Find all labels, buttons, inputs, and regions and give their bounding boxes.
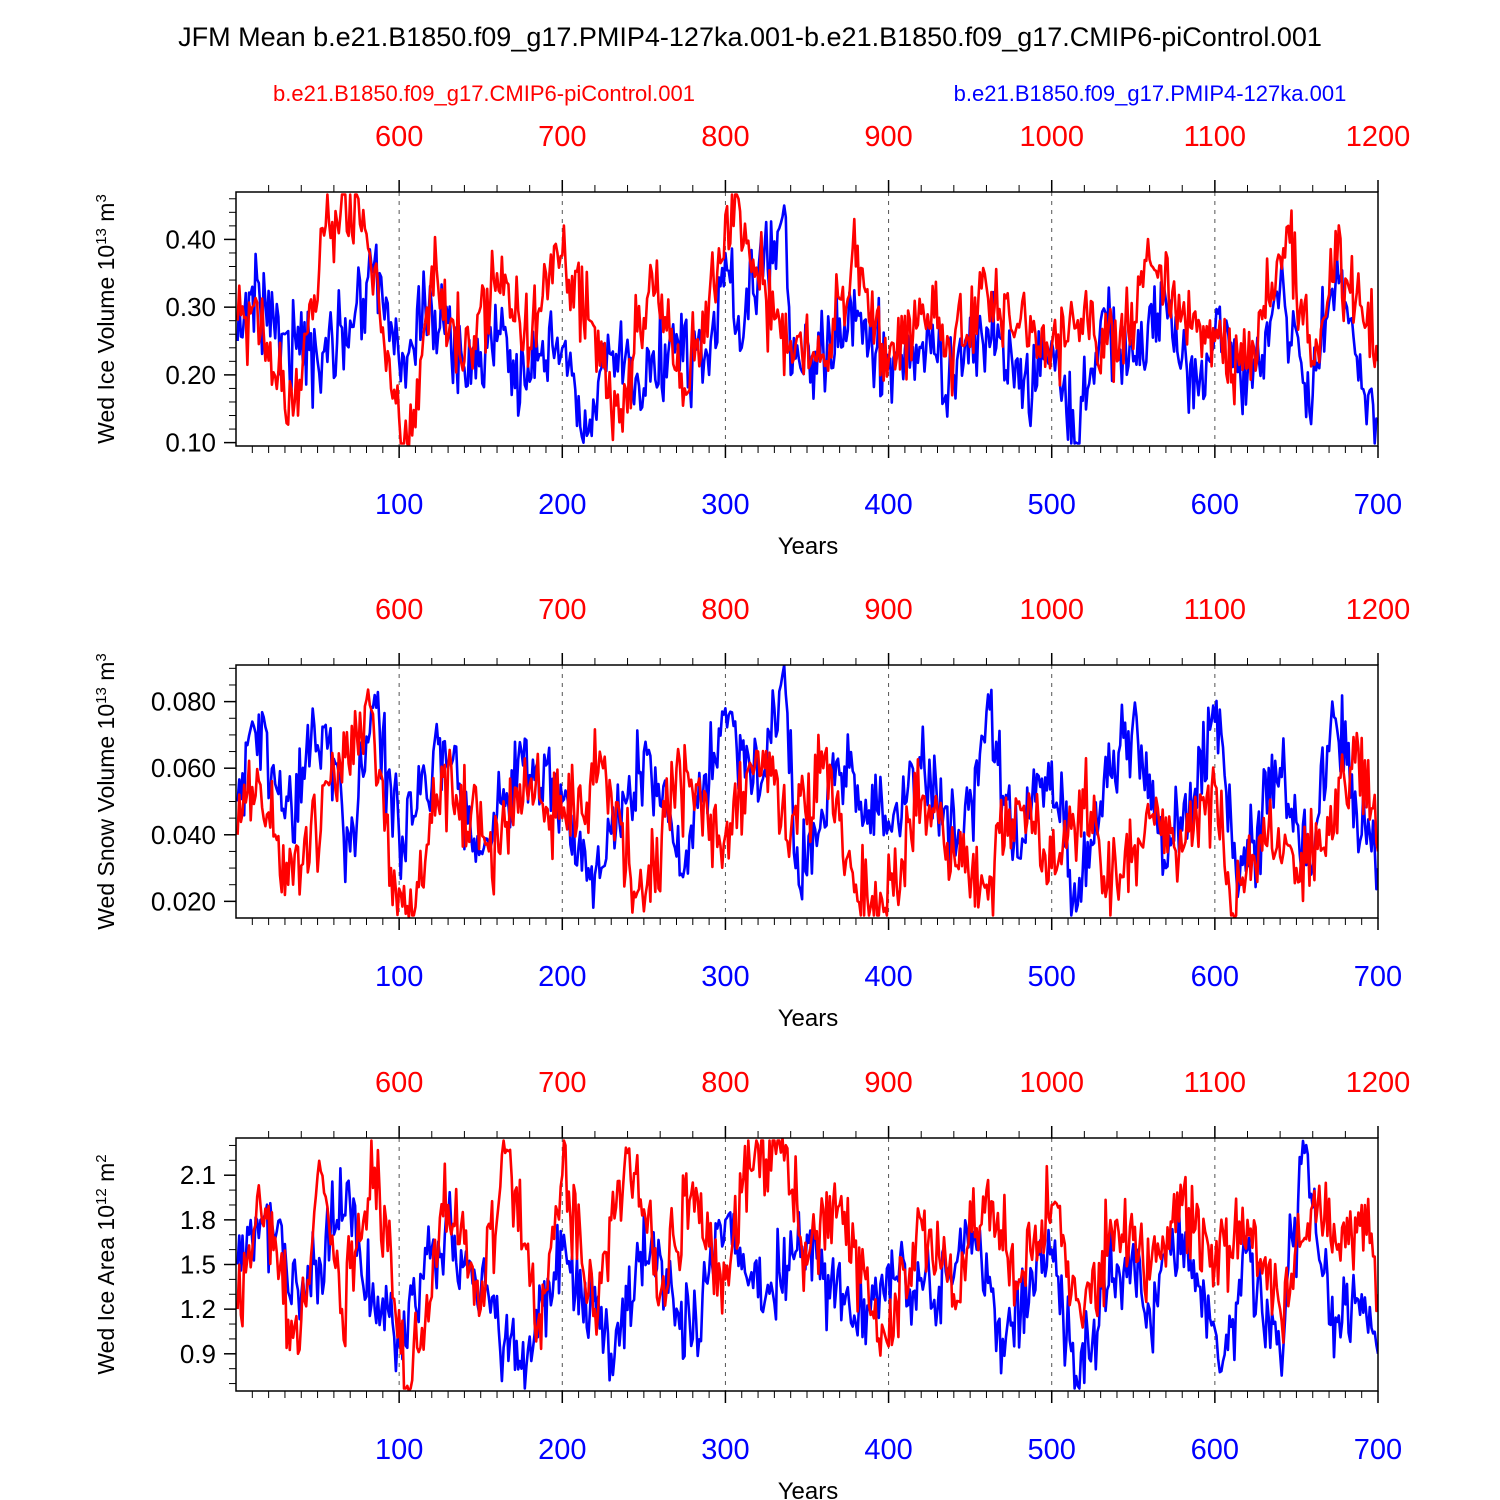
y-tick-label: 0.040 bbox=[151, 820, 216, 850]
x-tick-label-top: 900 bbox=[864, 1067, 912, 1099]
x-axis-bottom: 100 200 300 400 500 600 700 Years bbox=[251, 1391, 1402, 1500]
series-line-red bbox=[236, 688, 1378, 918]
x-axis-label: Years bbox=[778, 1005, 839, 1032]
y-tick-label: 0.060 bbox=[151, 753, 216, 783]
x-tick-label-bottom: 300 bbox=[701, 1434, 749, 1466]
x-axis-top: 600 700 800 900 1000 1100 1200 bbox=[268, 594, 1411, 665]
y-tick-label: 2.1 bbox=[180, 1160, 216, 1190]
x-tick-label-bottom: 500 bbox=[1028, 961, 1076, 993]
y-tick-label: 0.10 bbox=[165, 428, 216, 458]
panels: 0.10 0.20 0.30 0.40 100 200 300 400 500 600 700 Yea… bbox=[93, 121, 1411, 1500]
y-axis: 0.9 1.2 1.5 1.8 2.1 bbox=[180, 1144, 236, 1385]
x-axis-bottom: 100 200 300 400 500 600 700 Years bbox=[251, 918, 1402, 1032]
x-tick-label-top: 600 bbox=[375, 121, 423, 153]
x-tick-label-bottom: 500 bbox=[1028, 489, 1076, 521]
series-line-red bbox=[236, 193, 1378, 446]
y-tick-label: 1.8 bbox=[180, 1205, 216, 1235]
x-tick-label-top: 1200 bbox=[1346, 121, 1411, 153]
x-tick-label-top: 1000 bbox=[1019, 1067, 1084, 1099]
y-tick-label: 0.020 bbox=[151, 886, 216, 916]
legend-blue-label: b.e21.B1850.f09_g17.PMIP4-127ka.001 bbox=[954, 81, 1347, 106]
x-tick-label-bottom: 200 bbox=[538, 1434, 586, 1466]
x-tick-label-top: 1100 bbox=[1184, 121, 1246, 153]
x-tick-label-top: 1100 bbox=[1184, 1067, 1246, 1099]
x-tick-label-top: 800 bbox=[701, 1067, 749, 1099]
x-tick-label-top: 700 bbox=[538, 1067, 586, 1099]
y-tick-label: 0.30 bbox=[165, 292, 216, 322]
x-tick-label-top: 800 bbox=[701, 121, 749, 153]
x-tick-label-bottom: 600 bbox=[1191, 961, 1239, 993]
x-tick-label-bottom: 200 bbox=[538, 961, 586, 993]
x-tick-label-top: 1000 bbox=[1019, 594, 1084, 626]
x-tick-label-top: 900 bbox=[864, 594, 912, 626]
y-axis: 0.10 0.20 0.30 0.40 bbox=[165, 198, 236, 458]
x-tick-label-top: 600 bbox=[375, 1067, 423, 1099]
x-tick-label-top: 1100 bbox=[1184, 594, 1246, 626]
x-tick-label-bottom: 500 bbox=[1028, 1434, 1076, 1466]
x-tick-label-top: 700 bbox=[538, 594, 586, 626]
y-tick-label: 1.2 bbox=[180, 1294, 216, 1324]
x-axis-top: 600 700 800 900 1000 1100 1200 bbox=[268, 1067, 1411, 1138]
x-tick-label-bottom: 400 bbox=[864, 961, 912, 993]
x-tick-label-top: 1000 bbox=[1019, 121, 1084, 153]
x-tick-label-bottom: 100 bbox=[375, 961, 423, 993]
x-tick-label-bottom: 600 bbox=[1191, 489, 1239, 521]
y-axis-label: Wed Ice Volume 1013 m3 bbox=[93, 194, 120, 444]
panel-2: 0.020 0.040 0.060 0.080 100 200 300 400 500 600 70… bbox=[93, 594, 1411, 1032]
x-tick-label-bottom: 600 bbox=[1191, 1434, 1239, 1466]
x-axis-label: Years bbox=[778, 533, 839, 560]
x-axis-bottom: 100 200 300 400 500 600 700 Years bbox=[251, 446, 1402, 560]
x-tick-label-bottom: 400 bbox=[864, 1434, 912, 1466]
figure-title: JFM Mean b.e21.B1850.f09_g17.PMIP4-127ka… bbox=[178, 22, 1322, 52]
y-tick-label: 0.20 bbox=[165, 360, 216, 390]
x-tick-label-top: 700 bbox=[538, 121, 586, 153]
x-tick-label-top: 1200 bbox=[1346, 594, 1411, 626]
x-axis-label: Years bbox=[778, 1478, 839, 1500]
x-tick-label-bottom: 400 bbox=[864, 489, 912, 521]
y-tick-label: 0.40 bbox=[165, 224, 216, 254]
x-tick-label-bottom: 100 bbox=[375, 1434, 423, 1466]
x-tick-label-bottom: 700 bbox=[1354, 1434, 1402, 1466]
x-axis-top: 600 700 800 900 1000 1100 1200 bbox=[268, 121, 1411, 192]
x-tick-label-bottom: 100 bbox=[375, 489, 423, 521]
series-line-red bbox=[236, 1138, 1378, 1391]
x-tick-label-top: 800 bbox=[701, 594, 749, 626]
y-tick-label: 0.080 bbox=[151, 687, 216, 717]
x-tick-label-top: 600 bbox=[375, 594, 423, 626]
y-axis-label: Wed Ice Area 1012 m2 bbox=[93, 1154, 120, 1374]
x-tick-label-bottom: 300 bbox=[701, 489, 749, 521]
legend-red-label: b.e21.B1850.f09_g17.CMIP6-piControl.001 bbox=[273, 81, 695, 106]
x-tick-label-bottom: 300 bbox=[701, 961, 749, 993]
x-tick-label-bottom: 700 bbox=[1354, 489, 1402, 521]
panel-1: 0.10 0.20 0.30 0.40 100 200 300 400 500 600 700 Yea… bbox=[93, 121, 1411, 560]
y-axis: 0.020 0.040 0.060 0.080 bbox=[151, 667, 236, 916]
y-tick-label: 0.9 bbox=[180, 1339, 216, 1369]
x-tick-label-bottom: 200 bbox=[538, 489, 586, 521]
y-tick-label: 1.5 bbox=[180, 1250, 216, 1280]
y-axis-label: Wed Snow Volume 1013 m3 bbox=[93, 653, 120, 929]
x-tick-label-top: 1200 bbox=[1346, 1067, 1411, 1099]
x-tick-label-top: 900 bbox=[864, 121, 912, 153]
panel-3: 0.9 1.2 1.5 1.8 2.1 100 200 300 400 500 600 700 Year… bbox=[93, 1067, 1411, 1500]
x-tick-label-bottom: 700 bbox=[1354, 961, 1402, 993]
